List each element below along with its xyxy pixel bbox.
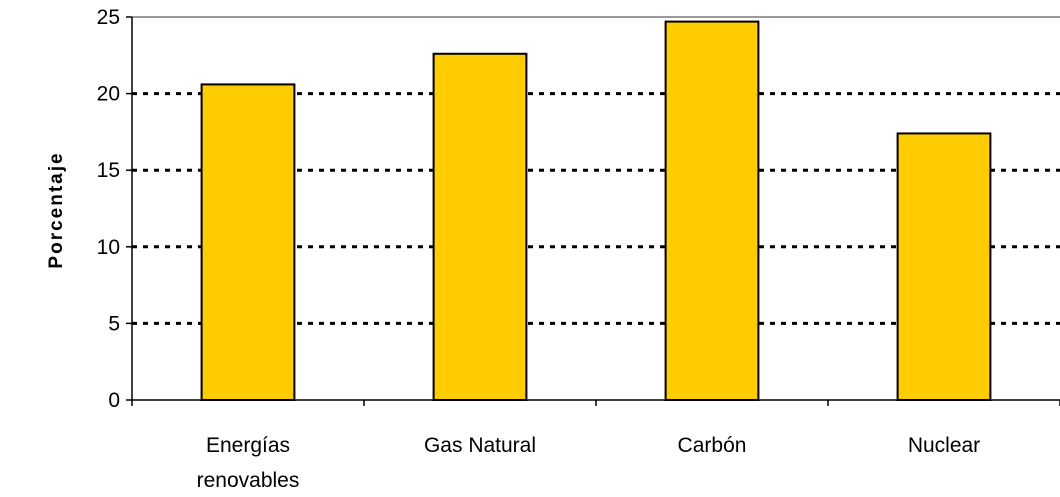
y-tick-label-25: 25: [97, 6, 120, 29]
bar-4: [896, 132, 992, 401]
x-tick-label-1: Energías renovables: [197, 434, 300, 492]
bar-2: [432, 52, 528, 401]
x-tick-label-3: Carbón: [678, 434, 747, 457]
x-tick-label-4: Nuclear: [908, 434, 980, 457]
y-tick-label-5: 5: [108, 312, 120, 335]
y-tick-label-20: 20: [97, 83, 120, 106]
axes: [126, 16, 1060, 406]
x-tick-label-2: Gas Natural: [424, 434, 536, 457]
tick-labels: 0 5 10 15 20 25 Energías renovables Gas Natural C…: [97, 6, 981, 492]
y-tick-label-10: 10: [97, 236, 120, 259]
y-tick-label-0: 0: [108, 389, 120, 412]
bar-1: [200, 83, 296, 402]
y-tick-label-15: 15: [97, 159, 120, 182]
bar-3: [664, 20, 760, 401]
bars: [200, 20, 992, 402]
y-axis-label: Porcentaje: [46, 151, 67, 268]
